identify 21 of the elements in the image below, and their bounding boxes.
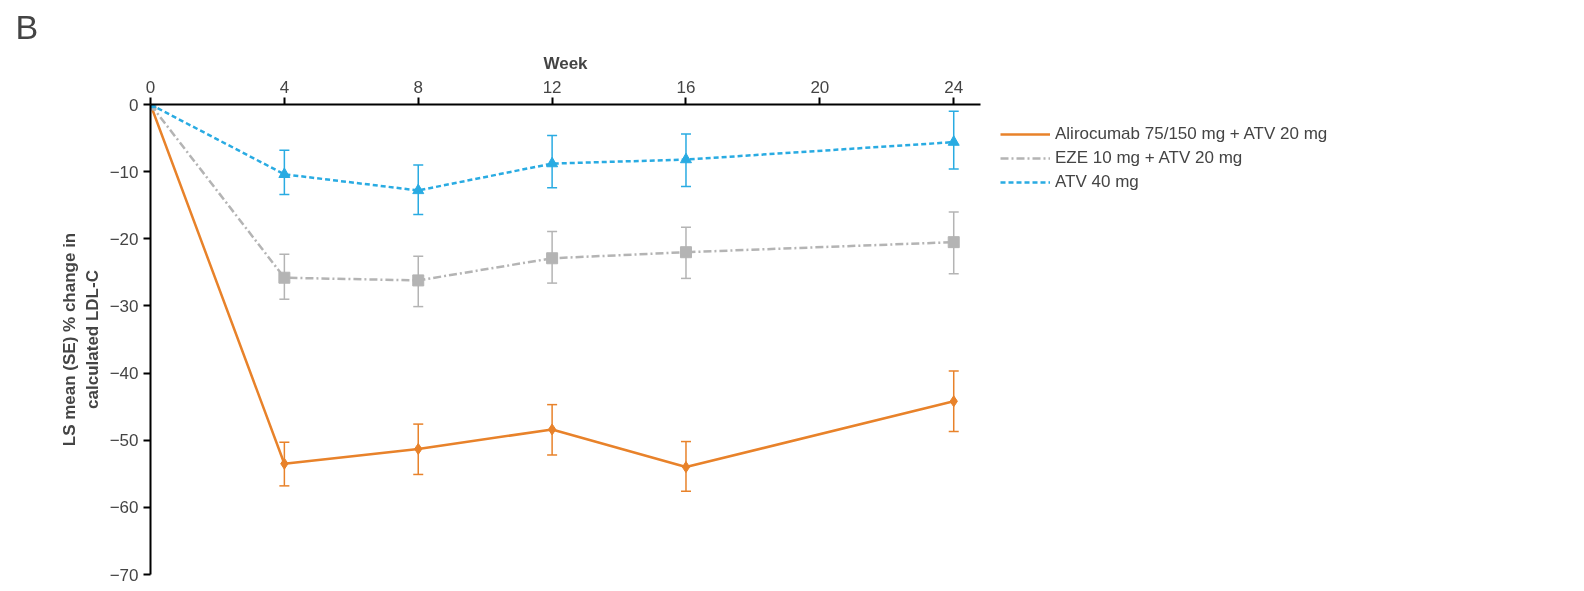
y-tick-label: −30 xyxy=(109,296,139,316)
x-tick-label: 8 xyxy=(413,77,423,97)
legend-label: ATV 40 mg xyxy=(1055,172,1139,192)
chart-title: B xyxy=(15,7,39,46)
y-tick-label: −40 xyxy=(109,364,139,384)
x-tick-label: 12 xyxy=(542,77,562,97)
legend-label: EZE 10 mg + ATV 20 mg xyxy=(1055,148,1243,168)
x-tick-label: 20 xyxy=(810,77,830,97)
legend-label: Alirocumab 75/150 mg + ATV 20 mg xyxy=(1055,124,1328,144)
x-tick-label: 24 xyxy=(944,77,964,97)
x-tick-label: 16 xyxy=(676,77,696,97)
y-tick-label: −20 xyxy=(109,229,139,249)
y-tick-label: 0 xyxy=(129,95,139,115)
x-tick-label: 4 xyxy=(279,77,290,97)
x-tick-label: 0 xyxy=(145,77,156,97)
y-tick-label: −60 xyxy=(109,498,139,518)
y-tick-label: −10 xyxy=(109,162,139,182)
y-axis-title: LS mean (SE) % change in calculated LDL-C xyxy=(59,232,102,447)
y-tick-label: −70 xyxy=(109,565,139,585)
y-tick-label: −50 xyxy=(109,431,139,451)
x-axis-title: Week xyxy=(543,53,589,73)
